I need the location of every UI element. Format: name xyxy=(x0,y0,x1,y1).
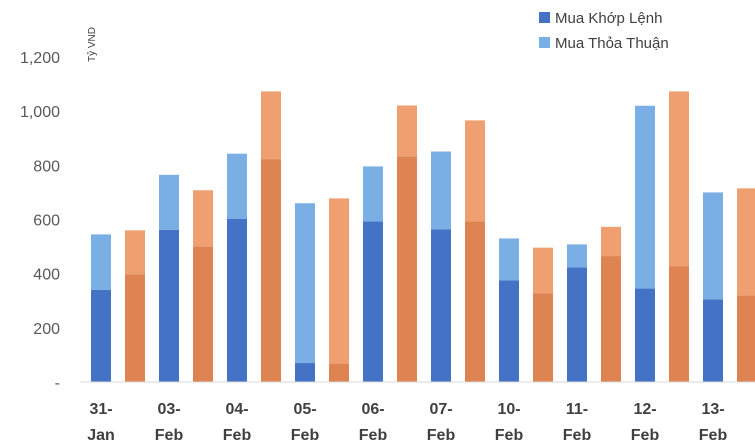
sell-bar-upper xyxy=(669,91,689,267)
buy-bar-lower xyxy=(91,289,111,382)
buy-bar-lower xyxy=(227,218,247,382)
y-axis-unit-label: Tỷ VND xyxy=(86,27,98,62)
buy-bar-upper xyxy=(567,244,587,268)
legend-swatch xyxy=(539,37,550,48)
buy-bar-upper xyxy=(703,192,723,300)
y-tick-label: 800 xyxy=(33,158,60,175)
buy-bar-upper xyxy=(295,203,315,364)
sell-bar-lower xyxy=(125,274,145,382)
buy-bar-lower xyxy=(567,267,587,382)
sell-bar-upper xyxy=(193,190,213,247)
legend: Mua Khớp Lệnh Mua Thỏa Thuận xyxy=(539,10,669,52)
y-tick-label: 400 xyxy=(33,267,60,284)
buy-bar-lower xyxy=(159,229,179,382)
sell-bar-upper xyxy=(601,226,621,257)
x-tick-label: 06- xyxy=(361,401,384,418)
sell-bar-lower xyxy=(533,293,553,382)
x-tick-label: 13- xyxy=(701,401,724,418)
x-tick-label: 12- xyxy=(633,401,656,418)
x-tick-label: 31- xyxy=(89,401,112,418)
sell-bar-lower xyxy=(261,159,281,382)
legend-label: Mua Khớp Lệnh xyxy=(555,10,662,27)
legend-swatch xyxy=(539,12,550,23)
x-tick-label: 03- xyxy=(157,401,180,418)
x-tick-label: 10- xyxy=(497,401,520,418)
sell-bar-upper xyxy=(397,105,417,157)
y-tick-label: 1,200 xyxy=(20,50,60,67)
buy-bar-upper xyxy=(635,105,655,289)
sell-bar-upper xyxy=(125,230,145,275)
buy-bar-lower xyxy=(635,288,655,382)
x-tick-label: Feb xyxy=(495,427,524,444)
sell-bar-lower xyxy=(601,256,621,382)
y-tick-label: 200 xyxy=(33,321,60,338)
sell-bar-upper xyxy=(533,247,553,294)
y-tick-label: 600 xyxy=(33,213,60,230)
x-tick-label: Feb xyxy=(291,427,320,444)
x-tick-label: Feb xyxy=(223,427,252,444)
x-tick-label: 11- xyxy=(566,401,588,418)
buy-bar-upper xyxy=(227,153,247,219)
x-tick-label: 05- xyxy=(293,401,316,418)
sell-bar-upper xyxy=(465,120,485,222)
x-tick-label: Feb xyxy=(359,427,388,444)
x-tick-label: Feb xyxy=(699,427,728,444)
buy-bar-upper xyxy=(499,238,519,281)
x-tick-label: Jan xyxy=(87,427,115,444)
y-tick-label: 1,000 xyxy=(20,104,60,121)
legend-label: Mua Thỏa Thuận xyxy=(555,35,669,52)
x-tick-label: Feb xyxy=(631,427,660,444)
buy-bar-lower xyxy=(431,229,451,382)
sell-bar-lower xyxy=(193,246,213,382)
x-tick-label: Feb xyxy=(427,427,456,444)
x-tick-label: 07- xyxy=(429,401,452,418)
buy-bar-upper xyxy=(159,174,179,230)
sell-bar-lower xyxy=(465,221,485,382)
buy-bar-lower xyxy=(295,363,315,382)
buy-bar-lower xyxy=(703,299,723,382)
sell-bar-lower xyxy=(397,156,417,382)
sell-bar-upper xyxy=(737,188,755,296)
buy-bar-lower xyxy=(499,280,519,382)
sell-bar-upper xyxy=(329,198,349,364)
x-tick-label: 04- xyxy=(225,401,248,418)
sell-bar-upper xyxy=(261,91,281,160)
bars xyxy=(91,91,755,382)
buy-bar-lower xyxy=(363,221,383,382)
x-tick-label: Feb xyxy=(155,427,184,444)
buy-bar-upper xyxy=(431,151,451,230)
sell-bar-lower xyxy=(329,363,349,382)
buy-bar-upper xyxy=(91,234,111,290)
y-tick-label: - xyxy=(55,375,60,392)
buy-bar-upper xyxy=(363,166,383,222)
y-axis-ticks: - 200 400 600 800 1,000 1,200 xyxy=(20,50,60,392)
x-tick-label: Feb xyxy=(563,427,592,444)
sell-bar-lower xyxy=(737,295,755,382)
sell-bar-lower xyxy=(669,266,689,382)
x-axis-ticks: 31- Jan 03- Feb 04- Feb 05- Feb 06- Feb 07- Feb 10- F… xyxy=(87,401,727,444)
